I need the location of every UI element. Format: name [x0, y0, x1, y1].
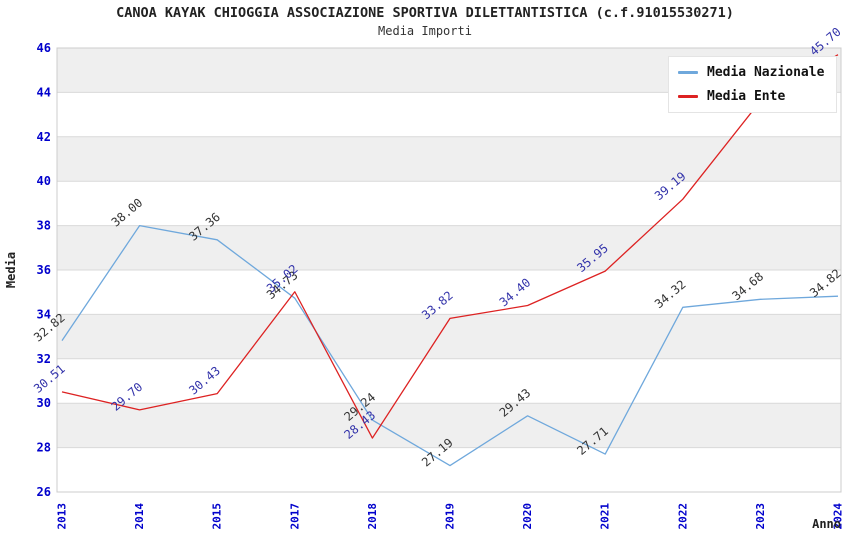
legend-swatch-nazionale-icon — [678, 71, 698, 74]
x-axis-title: Anno — [812, 517, 841, 531]
y-tick-label: 36 — [37, 263, 51, 277]
x-axis-title-text: Anno — [812, 517, 841, 531]
x-tick-label: 2019 — [444, 503, 457, 530]
x-tick-label: 2013 — [56, 503, 69, 530]
y-tick-label: 28 — [37, 441, 51, 455]
x-tick-label: 2015 — [211, 503, 224, 530]
plot-bands — [57, 48, 841, 492]
legend-item-media-ente: Media Ente — [678, 89, 824, 104]
y-axis-ticks: 26 28 30 32 34 36 38 40 42 44 46 — [37, 41, 51, 499]
x-tick-label: 2014 — [133, 503, 146, 530]
chart-subtitle: Media Importi — [378, 24, 472, 38]
y-tick-label: 46 — [37, 41, 51, 55]
y-tick-label: 34 — [37, 307, 51, 321]
y-tick-label: 44 — [37, 85, 51, 99]
y-tick-label: 30 — [37, 396, 51, 410]
series-line-media-ente — [61, 54, 839, 439]
y-tick-label: 40 — [37, 174, 51, 188]
legend-item-media-nazionale: Media Nazionale — [678, 65, 824, 80]
x-tick-label: 2023 — [754, 503, 767, 530]
legend: Media Nazionale Media Ente — [668, 56, 838, 113]
legend-swatch-ente-icon — [678, 95, 698, 98]
y-axis-title-text: Media — [4, 252, 18, 288]
x-tick-label: 2022 — [676, 503, 689, 530]
x-axis-ticks: 2013 2014 2015 2017 2018 2019 2020 2021 2022 2023… — [56, 503, 845, 530]
y-tick-label: 42 — [37, 130, 51, 144]
y-tick-label: 32 — [37, 352, 51, 366]
legend-label-nazionale: Media Nazionale — [707, 65, 825, 80]
legend-label-ente: Media Ente — [707, 89, 786, 104]
series-line-media-nazionale — [61, 224, 839, 467]
plot-frame — [56, 47, 842, 493]
x-tick-label: 2018 — [366, 503, 379, 530]
x-tick-label: 2021 — [599, 503, 612, 530]
x-tick-label: 2020 — [521, 503, 534, 530]
x-tick-label: 2024 — [832, 503, 845, 530]
y-tick-label: 26 — [37, 485, 51, 499]
chart-title: CANOA KAYAK CHIOGGIA ASSOCIAZIONE SPORTI… — [116, 5, 734, 21]
y-axis-title: Media — [4, 252, 18, 288]
y-tick-label: 38 — [37, 219, 51, 233]
x-tick-label: 2017 — [288, 503, 301, 530]
